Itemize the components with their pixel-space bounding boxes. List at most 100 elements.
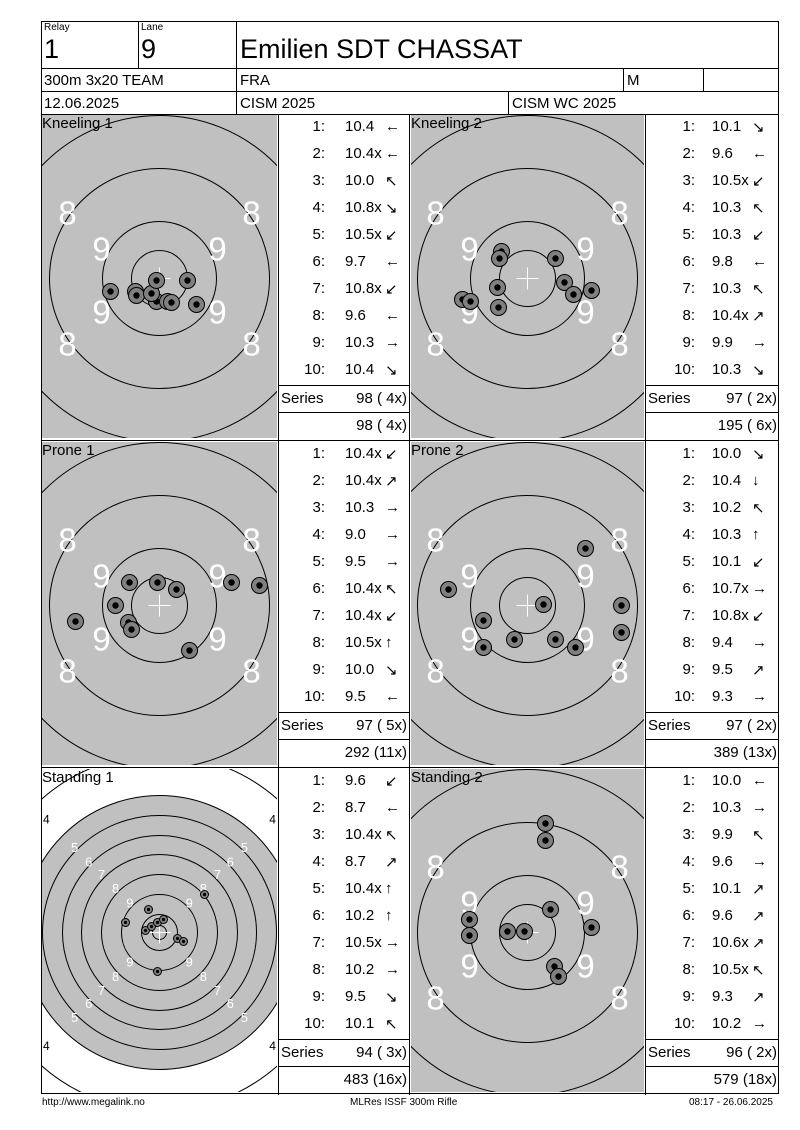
shot-value: 10.4x (345, 826, 382, 843)
shot-row: 9: 9.5 ↗ (646, 661, 779, 688)
svg-text:5: 5 (241, 840, 248, 855)
svg-text:4: 4 (43, 1039, 50, 1053)
svg-text:9: 9 (460, 621, 478, 658)
shot-number: 10: (304, 688, 325, 705)
shot-value: 8.7 (345, 853, 366, 870)
shot-row: 1: 10.1 ↘ (646, 118, 779, 145)
shot-row: 2: 10.4x ↗ (279, 472, 409, 499)
shot-mark (67, 613, 84, 630)
shot-mark (499, 923, 516, 940)
target-svg: 8 88 89 99 9 (0, 115, 323, 442)
target-svg: 8 88 89 99 9 (364, 769, 691, 1096)
shot-number: 2: (682, 472, 695, 489)
shot-value: 9.3 (712, 688, 733, 705)
shot-direction-icon: ↑ (385, 907, 393, 924)
shot-value: 10.3 (345, 334, 375, 351)
shot-value: 9.6 (345, 772, 366, 789)
shot-number: 3: (312, 499, 325, 516)
series-score: 97 ( 2x) (726, 390, 777, 407)
svg-text:9: 9 (576, 948, 594, 985)
shot-direction-icon: ↗ (752, 989, 765, 1006)
running-total: 98 ( 4x) (356, 417, 407, 434)
shot-value: 9.6 (712, 145, 733, 162)
shot-number: 8: (682, 634, 695, 651)
shot-mark (461, 911, 478, 928)
shot-row: 7: 10.8x ↙ (646, 607, 779, 634)
svg-text:8: 8 (426, 195, 444, 232)
shot-value: 10.0 (712, 445, 742, 462)
shot-number: 1: (312, 445, 325, 462)
shot-value: 10.2 (345, 907, 375, 924)
svg-text:9: 9 (460, 948, 478, 985)
shot-mark (577, 540, 594, 557)
row-rule (646, 1039, 779, 1040)
shot-mark (223, 574, 240, 591)
shot-value: 10.4x (345, 580, 382, 597)
shot-value: 9.9 (712, 826, 733, 843)
shot-row: 10: 9.3 → (646, 688, 779, 715)
shot-row: 4: 10.3 ↑ (646, 526, 779, 553)
shot-number: 2: (312, 145, 325, 162)
shot-number: 8: (682, 961, 695, 978)
svg-text:9: 9 (92, 294, 110, 331)
shot-row: 6: 10.4x ↖ (279, 580, 409, 607)
shot-row: 3: 10.3 → (279, 499, 409, 526)
shot-number: 9: (682, 661, 695, 678)
shot-row: 4: 9.0 → (279, 526, 409, 553)
shot-mark (535, 596, 552, 613)
shot-number: 3: (312, 172, 325, 189)
svg-text:9: 9 (126, 955, 133, 970)
shot-value: 10.5x (345, 934, 382, 951)
shot-row: 2: 9.6 ← (646, 145, 779, 172)
shot-value: 10.5x (345, 226, 382, 243)
shot-row: 8: 10.5x ↑ (279, 634, 409, 661)
shot-direction-icon: ↖ (752, 500, 765, 517)
row-rule (646, 1066, 779, 1067)
svg-text:8: 8 (200, 969, 207, 984)
row-rule (279, 1066, 409, 1067)
shot-row: 6: 9.6 ↗ (646, 907, 779, 934)
svg-text:8: 8 (426, 326, 444, 363)
shot-mark (556, 274, 573, 291)
shot-number: 8: (682, 307, 695, 324)
panel-divider (278, 441, 279, 768)
shot-direction-icon: → (752, 634, 767, 651)
shot-number: 3: (682, 172, 695, 189)
shot-row: 9: 9.5 ↘ (279, 988, 409, 1015)
relay-value: 1 (44, 34, 60, 64)
shot-direction-icon: ↘ (752, 119, 765, 136)
svg-text:8: 8 (200, 881, 207, 896)
shot-value: 10.6x (712, 934, 749, 951)
shot-row: 1: 10.4x ↙ (279, 445, 409, 472)
shot-direction-icon: ↙ (385, 608, 398, 625)
footer-url[interactable]: http://www.megalink.no (42, 1097, 145, 1108)
shot-direction-icon: ← (752, 772, 767, 789)
shot-direction-icon: ↖ (385, 1016, 398, 1033)
header-divider (236, 21, 237, 68)
svg-text:8: 8 (426, 522, 444, 559)
panel-title: Kneeling 2 (411, 115, 482, 132)
shot-number: 4: (312, 526, 325, 543)
series-score: 98 ( 4x) (356, 390, 407, 407)
shot-mark (542, 901, 559, 918)
shot-row: 9: 10.3 → (279, 334, 409, 361)
svg-text:8: 8 (112, 969, 119, 984)
shot-value: 10.2 (712, 499, 742, 516)
shot-direction-icon: ↘ (385, 200, 398, 217)
series-score: 97 ( 2x) (726, 717, 777, 734)
shot-row: 6: 10.2 ↑ (279, 907, 409, 934)
lane-label: Lane (141, 22, 164, 33)
shot-direction-icon: ↙ (752, 227, 765, 244)
shot-direction-icon: ↙ (385, 446, 398, 463)
svg-text:9: 9 (186, 895, 193, 910)
shot-direction-icon: ← (385, 145, 400, 162)
shot-number: 6: (682, 907, 695, 924)
shot-row: 2: 8.7 ← (279, 799, 409, 826)
svg-text:8: 8 (426, 653, 444, 690)
shot-number: 4: (682, 853, 695, 870)
footer-timestamp: 08:17 - 26.06.2025 (689, 1097, 773, 1108)
shot-direction-icon: ↖ (752, 281, 765, 298)
